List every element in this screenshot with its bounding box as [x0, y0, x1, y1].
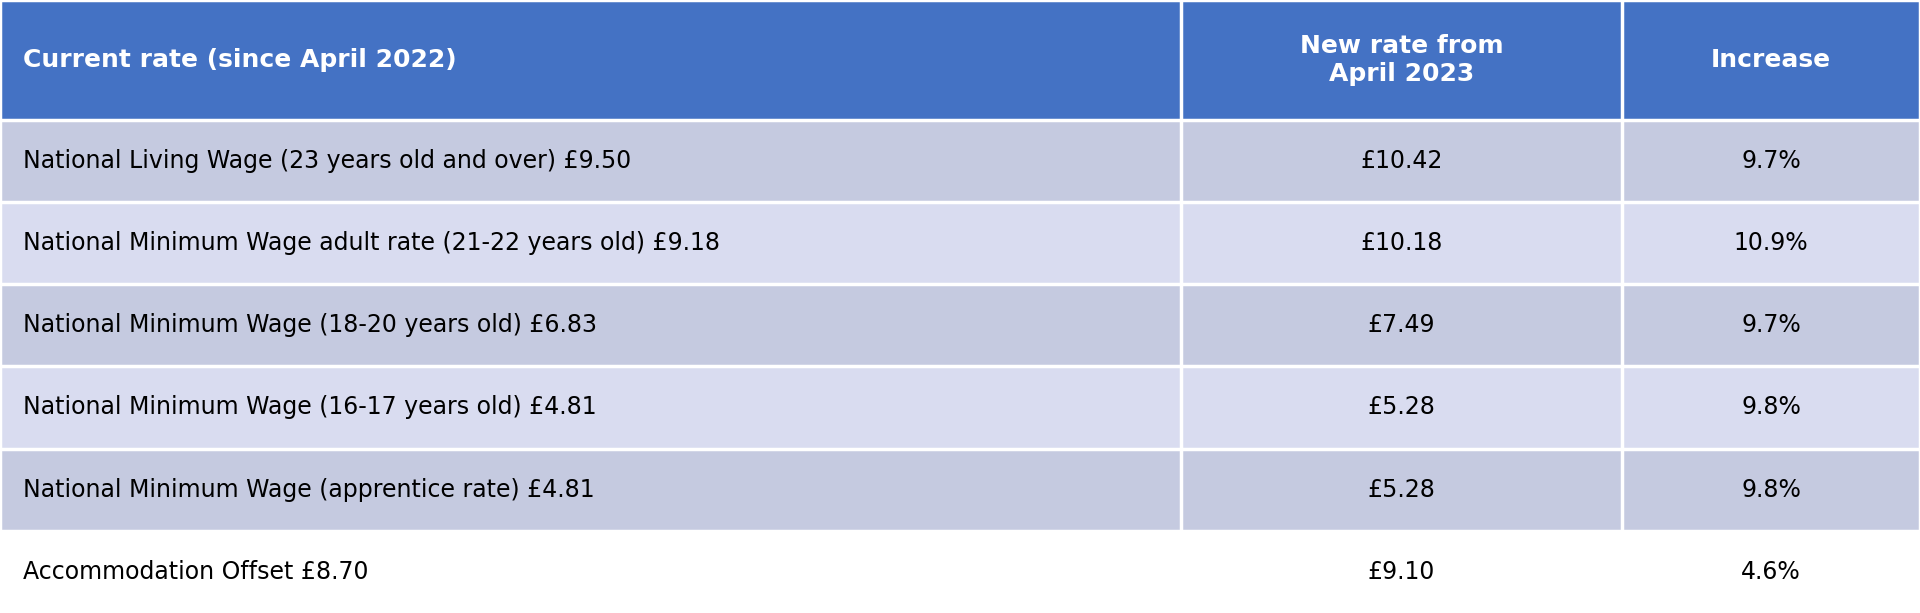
Bar — [0, 449, 1181, 531]
Bar — [0, 367, 1181, 449]
Text: 9.7%: 9.7% — [1741, 313, 1801, 337]
Bar — [0, 120, 1181, 202]
Text: Increase: Increase — [1711, 48, 1832, 72]
Bar — [1622, 367, 1920, 449]
Bar — [1181, 120, 1622, 202]
Bar — [0, 202, 1181, 284]
Bar — [1622, 120, 1920, 202]
Bar — [1622, 531, 1920, 613]
Text: National Minimum Wage (apprentice rate) £4.81: National Minimum Wage (apprentice rate) … — [23, 478, 595, 501]
Text: 4.6%: 4.6% — [1741, 560, 1801, 584]
Text: National Living Wage (23 years old and over) £9.50: National Living Wage (23 years old and o… — [23, 149, 632, 173]
Bar — [1181, 284, 1622, 366]
Bar — [1181, 202, 1622, 284]
Text: £5.28: £5.28 — [1367, 478, 1436, 501]
Bar — [1181, 531, 1622, 613]
Bar — [1622, 202, 1920, 284]
Bar — [1181, 0, 1622, 120]
Text: National Minimum Wage adult rate (21-22 years old) £9.18: National Minimum Wage adult rate (21-22 … — [23, 231, 720, 255]
Text: Accommodation Offset £8.70: Accommodation Offset £8.70 — [23, 560, 369, 584]
Bar — [0, 284, 1181, 366]
Text: New rate from
April 2023: New rate from April 2023 — [1300, 34, 1503, 86]
Text: Current rate (since April 2022): Current rate (since April 2022) — [23, 48, 457, 72]
Text: £9.10: £9.10 — [1367, 560, 1436, 584]
Bar — [1622, 449, 1920, 531]
Text: £10.42: £10.42 — [1361, 149, 1442, 173]
Bar — [1622, 284, 1920, 366]
Text: £5.28: £5.28 — [1367, 395, 1436, 419]
Text: 9.8%: 9.8% — [1741, 478, 1801, 501]
Bar — [1622, 0, 1920, 120]
Bar — [1181, 449, 1622, 531]
Text: £10.18: £10.18 — [1361, 231, 1442, 255]
Text: 9.7%: 9.7% — [1741, 149, 1801, 173]
Bar — [0, 531, 1181, 613]
Text: 9.8%: 9.8% — [1741, 395, 1801, 419]
Text: National Minimum Wage (16-17 years old) £4.81: National Minimum Wage (16-17 years old) … — [23, 395, 597, 419]
Bar — [1181, 367, 1622, 449]
Text: National Minimum Wage (18-20 years old) £6.83: National Minimum Wage (18-20 years old) … — [23, 313, 597, 337]
Bar — [0, 0, 1181, 120]
Text: 10.9%: 10.9% — [1734, 231, 1809, 255]
Text: £7.49: £7.49 — [1367, 313, 1436, 337]
